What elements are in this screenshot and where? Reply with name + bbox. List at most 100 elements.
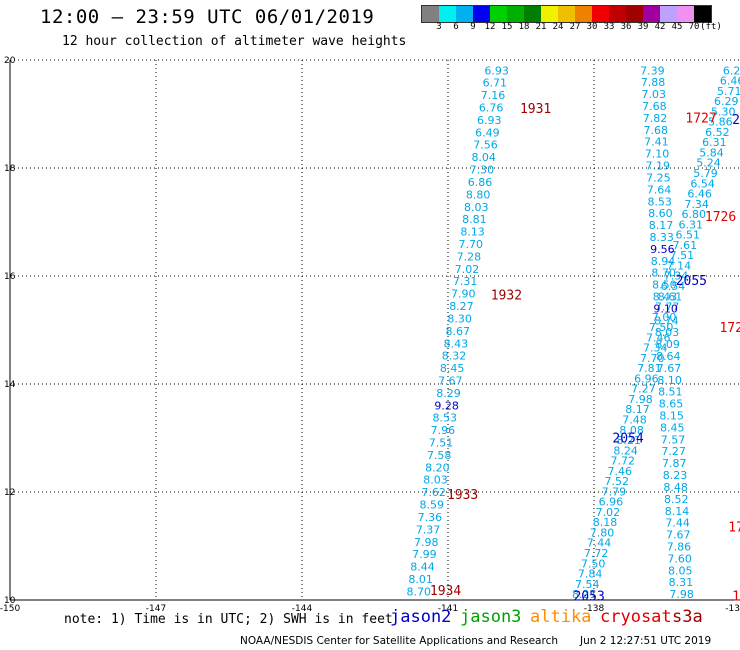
- wave-height-value: 7.51: [670, 249, 695, 262]
- wave-height-value: 5.24: [696, 157, 721, 170]
- colorbar-label: 21: [535, 22, 547, 32]
- wave-height-value: 8.74: [654, 314, 679, 327]
- wave-height-value: 7.82: [643, 112, 668, 125]
- wave-height-value: 7.25: [646, 171, 671, 184]
- wave-height-value: 6.25: [723, 64, 740, 77]
- x-tick-label: -141: [438, 604, 458, 614]
- wave-height-value: 8.21: [616, 434, 641, 447]
- wave-height-value: 7.30: [470, 164, 495, 177]
- y-tick-label: 12: [4, 488, 15, 498]
- wave-height-value: 6.80: [681, 208, 706, 221]
- wave-height-value: 8.61: [658, 290, 683, 303]
- colorbar-swatch: [456, 6, 473, 22]
- wave-height-value: 8.43: [444, 337, 469, 350]
- wave-height-value: 7.10: [645, 148, 670, 161]
- wave-height-value: 7.60: [667, 552, 692, 565]
- colorbar-label: 36: [620, 22, 632, 32]
- colorbar-swatch: [609, 6, 626, 22]
- wave-height-value: 6.46: [720, 75, 740, 88]
- wave-height-value: 5.79: [693, 167, 718, 180]
- wave-height-value: 7.28: [457, 250, 482, 263]
- colorbar-label: 3: [436, 22, 442, 32]
- pass-time-label: 1726: [705, 210, 736, 225]
- colorbar-swatch: [592, 6, 609, 22]
- colorbar-label: 6: [453, 22, 459, 32]
- wave-height-value: 8.33: [649, 231, 674, 244]
- wave-height-value: 7.50: [581, 557, 606, 570]
- pass-time-label: 2053: [573, 590, 604, 605]
- wave-height-value: 8.20: [425, 461, 450, 474]
- pass-time-label: 1727: [685, 111, 716, 126]
- wave-height-value: 8.18: [593, 516, 618, 529]
- timestamp-text: Jun 2 12:27:51 UTC 2019: [580, 635, 712, 647]
- wave-height-value: 7.02: [596, 506, 621, 519]
- wave-height-value: 7.50: [649, 321, 674, 334]
- wave-height-value: 7.00: [652, 311, 677, 324]
- wave-height-value: 8.13: [460, 226, 485, 239]
- colorbar-label: 70: [688, 22, 700, 32]
- wave-height-value: 7.39: [640, 64, 665, 77]
- map-title: 12:00 – 23:59 UTC 06/01/2019: [40, 6, 375, 28]
- wave-height-value: 7.36: [418, 511, 443, 524]
- wave-height-value: 6.52: [705, 126, 730, 139]
- colorbar-swatch: [575, 6, 592, 22]
- wave-height-value: 6.86: [468, 176, 493, 189]
- wave-height-value: 8.17: [625, 403, 650, 416]
- colorbar-label: 18: [518, 22, 530, 32]
- pass-time-label: 1933: [447, 488, 478, 503]
- wave-height-value: 7.03: [641, 88, 666, 101]
- colorbar-swatch: [490, 6, 507, 22]
- x-tick-label: -13: [725, 604, 740, 614]
- colorbar-label: 9: [470, 22, 476, 32]
- colorbar-swatch: [626, 6, 643, 22]
- wave-height-value: 8.43: [653, 290, 678, 303]
- wave-height-value: 8.48: [663, 481, 688, 494]
- wave-height-value: 6.51: [676, 229, 701, 242]
- wave-height-value: 7.31: [453, 275, 478, 288]
- wave-height-value: 7.27: [631, 383, 656, 396]
- wave-height-value: 6.96: [599, 496, 624, 509]
- wave-height-value: 8.09: [655, 338, 680, 351]
- wave-height-value: 7.77: [655, 301, 680, 314]
- colorbar-label: 12: [484, 22, 496, 32]
- wave-height-value: 7.70: [640, 352, 665, 365]
- wave-height-value: 8.21: [572, 588, 597, 601]
- wave-height-value: 9.10: [653, 302, 678, 315]
- wave-height-value: 8.80: [466, 188, 491, 201]
- credit-text: NOAA/NESDIS Center for Satellite Applica…: [240, 635, 558, 647]
- pass-time-label: 17: [732, 590, 740, 605]
- wave-height-value: 7.80: [590, 526, 615, 539]
- y-tick-label: 20: [4, 56, 16, 66]
- wave-height-value: 7.99: [412, 548, 437, 561]
- wave-height-value: 6.93: [477, 114, 502, 127]
- wave-height-value: 7.98: [628, 393, 653, 406]
- wave-height-value: 7.72: [584, 547, 609, 560]
- colorbar-swatch: [558, 6, 575, 22]
- note-text: note: 1) Time is in UTC; 2) SWH is in fe…: [64, 612, 393, 627]
- wave-height-value: 7.70: [458, 238, 483, 251]
- wave-height-value: 5.84: [699, 146, 724, 159]
- wave-height-value: 7.37: [416, 523, 441, 536]
- wave-height-value: 7.51: [429, 437, 454, 450]
- wave-height-value: 8.14: [665, 505, 690, 518]
- wave-height-value: 8.23: [663, 469, 688, 482]
- x-tick-label: -150: [0, 604, 20, 614]
- wave-height-value: 8.53: [647, 195, 672, 208]
- colorbar-swatch: [422, 6, 439, 22]
- wave-height-value: 8.03: [655, 326, 680, 339]
- wave-height-value: 8.15: [659, 410, 684, 423]
- pass-time-label: 2055: [676, 274, 707, 289]
- colorbar-label: 27: [569, 22, 581, 32]
- wave-height-value: 8.52: [664, 493, 689, 506]
- wave-height-value: 7.67: [657, 362, 682, 375]
- wave-height-value: 7.68: [642, 100, 667, 113]
- wave-height-value: 8.44: [410, 561, 435, 574]
- wave-height-value: 7.72: [610, 455, 635, 468]
- colorbar-label: 45: [671, 22, 683, 32]
- wave-height-value: 8.94: [651, 255, 676, 268]
- wave-height-value: 5.30: [711, 105, 736, 118]
- wave-height-value: 6.31: [702, 136, 727, 149]
- wave-height-value: 7.56: [473, 139, 498, 152]
- colorbar-label: 39: [637, 22, 649, 32]
